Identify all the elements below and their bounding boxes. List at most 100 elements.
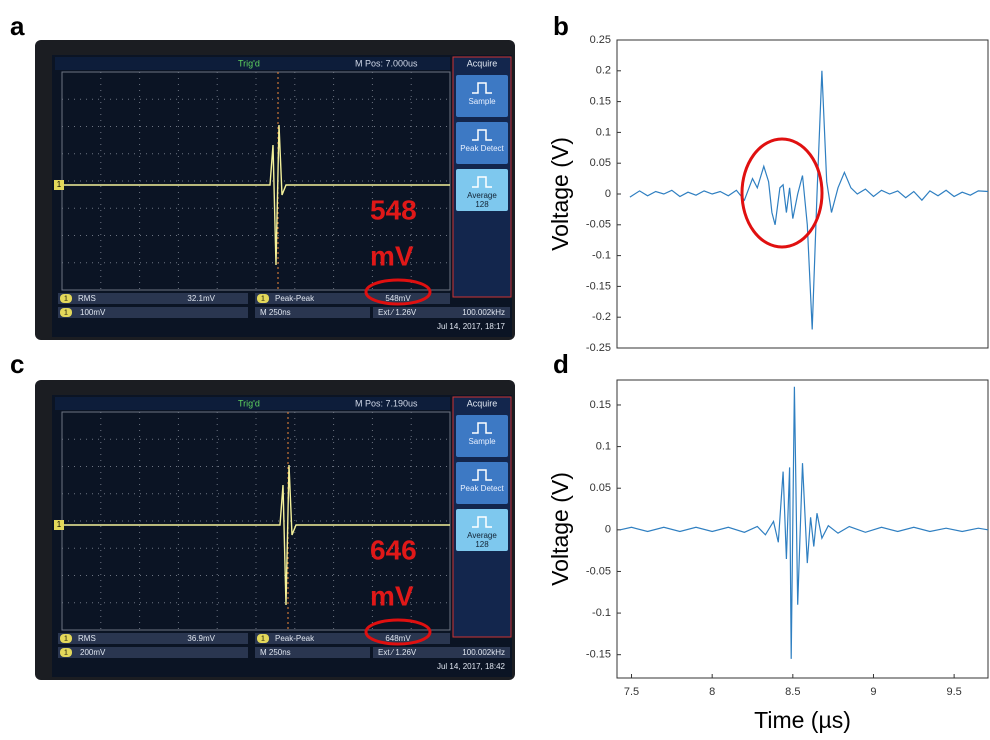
measure-label: RMS bbox=[78, 294, 96, 303]
plot-frame bbox=[616, 379, 989, 679]
status-bar bbox=[58, 307, 248, 318]
y-tick-label: 0.1 bbox=[596, 440, 611, 452]
date: Jul 14, 2017, 18:17 bbox=[437, 322, 506, 331]
top-bar bbox=[55, 397, 450, 410]
trigger-status: Trig'd bbox=[238, 398, 260, 408]
y-tick-label: 0.1 bbox=[596, 126, 611, 138]
panel-label: b bbox=[553, 11, 569, 41]
channel-marker bbox=[54, 520, 64, 530]
annotation: mV bbox=[370, 240, 414, 271]
menu-button bbox=[456, 169, 508, 211]
y-tick-label: 0.15 bbox=[590, 399, 611, 411]
channel-marker-label: 1 bbox=[57, 180, 62, 189]
highlight-ellipse bbox=[364, 278, 432, 306]
channel-badge-label: 1 bbox=[64, 635, 68, 642]
y-tick-label: 0 bbox=[605, 188, 611, 200]
channel-badge-label: 1 bbox=[261, 635, 265, 642]
trace bbox=[62, 464, 450, 606]
status-bar bbox=[373, 647, 510, 658]
y-tick-label: -0.05 bbox=[586, 565, 611, 577]
channel-badge bbox=[60, 308, 72, 317]
panel-label: a bbox=[10, 11, 25, 41]
menu-icon bbox=[472, 469, 492, 481]
measure-label: RMS bbox=[78, 634, 96, 643]
channel-badge-label: 1 bbox=[64, 649, 68, 656]
menu-button-label: Average bbox=[467, 531, 497, 540]
y-tick-label: -0.1 bbox=[592, 250, 611, 262]
measure-label: Peak-Peak bbox=[275, 294, 315, 303]
menu-button bbox=[456, 122, 508, 164]
plot-frame bbox=[616, 39, 989, 349]
y-tick-label: 0.05 bbox=[590, 157, 611, 169]
measure-label: Peak-Peak bbox=[275, 634, 315, 643]
timebase: M 250ns bbox=[260, 648, 291, 657]
channel-badge bbox=[60, 294, 72, 303]
y-tick-label: 0 bbox=[605, 524, 611, 536]
x-axis-label: Time (µs) bbox=[754, 707, 851, 733]
measure-bar bbox=[255, 633, 450, 644]
panel-label: d bbox=[553, 349, 569, 379]
x-tick-label: 8 bbox=[709, 686, 715, 698]
status-bar bbox=[255, 647, 370, 658]
status-bar bbox=[373, 307, 510, 318]
channel-badge bbox=[60, 634, 72, 643]
y-axis-label: Voltage (V) bbox=[547, 472, 573, 586]
y-tick-label: 0.25 bbox=[590, 34, 611, 46]
line bbox=[629, 70, 989, 330]
y-tick-label: -0.25 bbox=[586, 342, 611, 354]
x-tick-label: 7.5 bbox=[624, 686, 639, 698]
y-tick-label: -0.2 bbox=[592, 311, 611, 323]
y-tick-label: -0.1 bbox=[592, 607, 611, 619]
trace bbox=[62, 124, 450, 266]
scope-photo: Trig'd M Pos: 7.000us 1 Acquire Sample Peak D… bbox=[35, 40, 515, 340]
channel-badge-label: 1 bbox=[64, 309, 68, 316]
menu-icon bbox=[472, 176, 492, 188]
menu-icon bbox=[472, 516, 492, 528]
highlight-ellipse bbox=[364, 618, 432, 646]
y-axis-label: Voltage (V) bbox=[547, 137, 573, 251]
scope-photo: Trig'd M Pos: 7.190us 1 Acquire Sample Peak D… bbox=[35, 380, 515, 680]
scale: 200mV bbox=[80, 648, 106, 657]
measure-value: 32.1mV bbox=[187, 294, 215, 303]
annotation: 646 bbox=[370, 534, 417, 565]
menu-button-label: Peak Detect bbox=[460, 484, 504, 493]
menu-button-label: 128 bbox=[475, 200, 489, 209]
menu-icon bbox=[472, 422, 492, 434]
menu-button bbox=[456, 75, 508, 117]
measure-value: 548mV bbox=[385, 294, 411, 303]
measure-bar bbox=[58, 633, 248, 644]
x-tick-label: 8.5 bbox=[785, 686, 800, 698]
date: Jul 14, 2017, 18:42 bbox=[437, 662, 506, 671]
frequency: 100.002kHz bbox=[462, 648, 505, 657]
frequency: 100.002kHz bbox=[462, 308, 505, 317]
menu-title: Acquire bbox=[467, 58, 498, 68]
channel-badge-label: 1 bbox=[64, 295, 68, 302]
measure-bar bbox=[58, 293, 248, 304]
channel-badge bbox=[257, 634, 269, 643]
menu-button-label: Sample bbox=[468, 97, 496, 106]
menu-button-label: Sample bbox=[468, 437, 496, 446]
trigger-status: Trig'd bbox=[238, 58, 260, 68]
line bbox=[620, 386, 989, 659]
trigger-level: Ext ⁄ 1.26V bbox=[378, 648, 417, 657]
trigger-level: Ext ⁄ 1.26V bbox=[378, 308, 417, 317]
x-tick-label: 9.5 bbox=[946, 686, 961, 698]
y-tick-label: 0.05 bbox=[590, 482, 611, 494]
status-bar bbox=[255, 307, 370, 318]
y-tick-label: 0.15 bbox=[590, 96, 611, 108]
channel-badge-label: 1 bbox=[261, 295, 265, 302]
channel-marker-label: 1 bbox=[57, 520, 62, 529]
highlight-ellipse bbox=[740, 137, 824, 249]
scale: 100mV bbox=[80, 308, 106, 317]
menu-button-label: Average bbox=[467, 191, 497, 200]
menu-icon bbox=[472, 82, 492, 94]
annotation: 548 bbox=[370, 194, 417, 225]
position: M Pos: 7.190us bbox=[355, 398, 418, 408]
panel-label: c bbox=[10, 349, 24, 379]
channel-badge bbox=[60, 648, 72, 657]
measure-value: 36.9mV bbox=[187, 634, 215, 643]
channel-marker bbox=[54, 180, 64, 190]
menu-button-label: Peak Detect bbox=[460, 144, 504, 153]
x-tick-label: 9 bbox=[870, 686, 876, 698]
